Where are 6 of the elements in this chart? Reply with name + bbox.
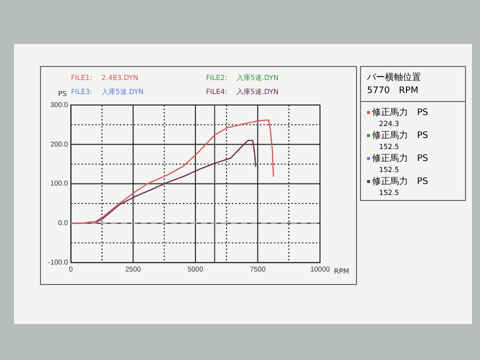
text: 修正馬力 PS (372, 131, 428, 141)
text: 修正馬力 PS (372, 108, 428, 118)
text: 修正馬力 PS (372, 154, 428, 164)
text: 5770 RPM (367, 85, 420, 97)
text: バー横軸位置 (367, 72, 422, 84)
text: 修正馬力 PS (372, 177, 428, 187)
